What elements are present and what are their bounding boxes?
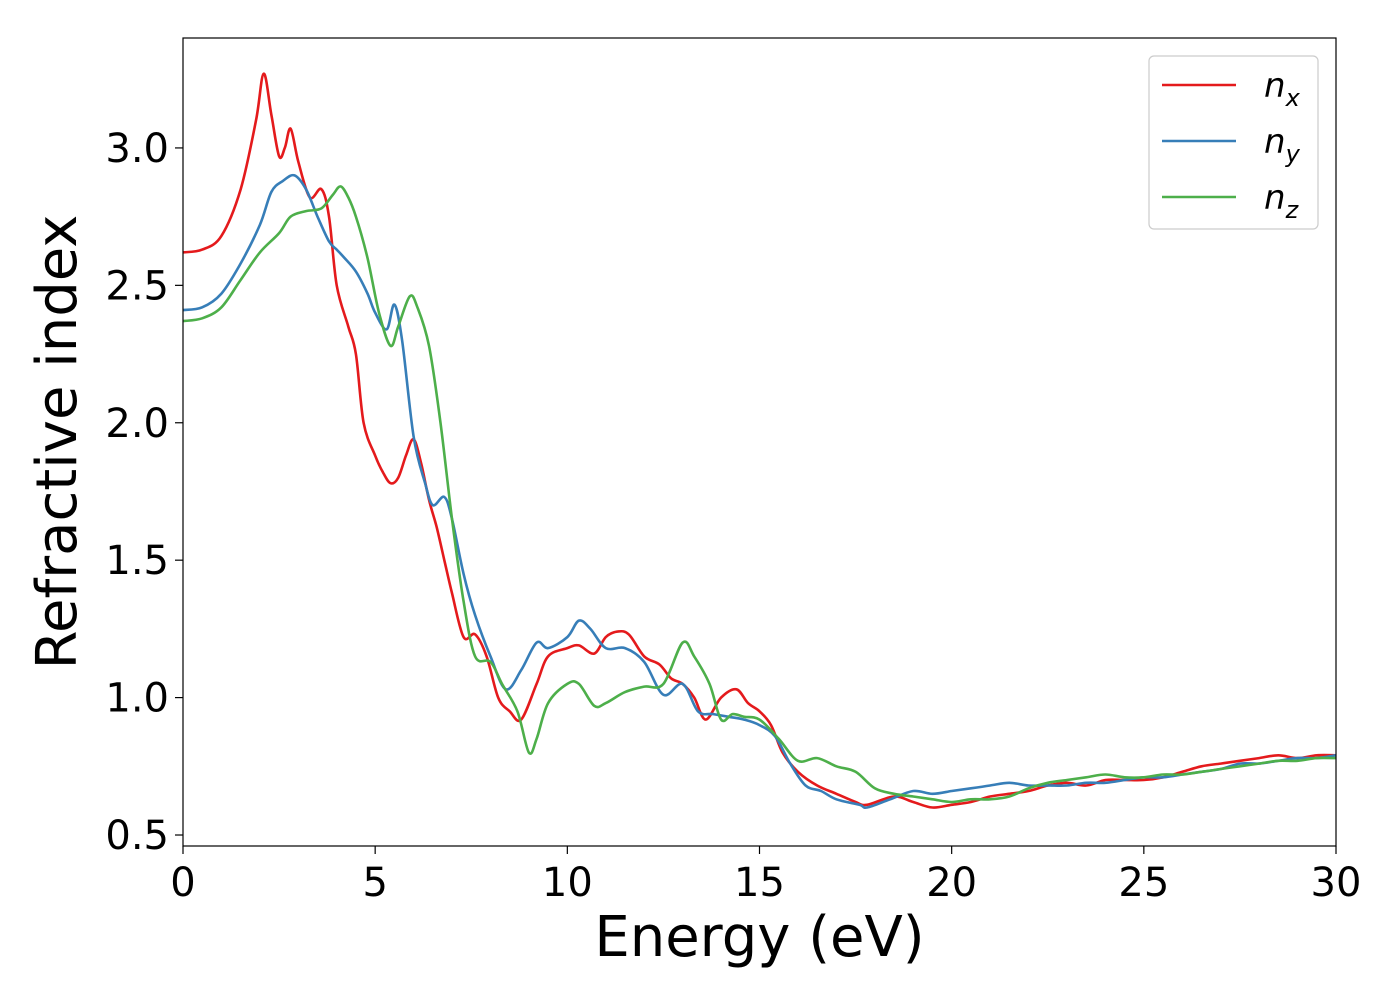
x-axis-label: Energy (eV) <box>594 905 924 970</box>
x-axis: 0 5 10 15 20 25 30 <box>170 846 1361 906</box>
y-tick-label: 1.5 <box>105 538 169 584</box>
x-tick-label: 15 <box>734 860 785 906</box>
series-line-nz <box>183 185 1336 804</box>
x-tick-label: 0 <box>170 860 195 906</box>
y-tick-label: 2.0 <box>105 401 169 447</box>
series-line-ny <box>183 173 1336 809</box>
legend: nx ny nz <box>1148 55 1319 230</box>
y-axis: 0.5 1.0 1.5 2.0 2.5 3.0 <box>105 126 183 859</box>
x-tick-label: 30 <box>1311 860 1362 906</box>
series-line-nx <box>183 72 1336 809</box>
legend-label-ny: ny <box>1264 122 1301 168</box>
legend-box <box>1148 55 1319 230</box>
x-tick-label: 10 <box>542 860 593 906</box>
x-tick-label: 5 <box>362 860 387 906</box>
y-tick-label: 1.0 <box>105 676 169 722</box>
x-tick-label: 20 <box>926 860 977 906</box>
legend-label-nz: nz <box>1264 178 1300 224</box>
x-tick-label: 25 <box>1118 860 1169 906</box>
y-tick-label: 3.0 <box>105 126 169 172</box>
y-tick-label: 0.5 <box>105 813 169 859</box>
series-layer <box>183 72 1336 809</box>
y-axis-label: Refractive index <box>25 215 90 670</box>
y-tick-label: 2.5 <box>105 263 169 309</box>
legend-label-nx: nx <box>1264 66 1301 112</box>
